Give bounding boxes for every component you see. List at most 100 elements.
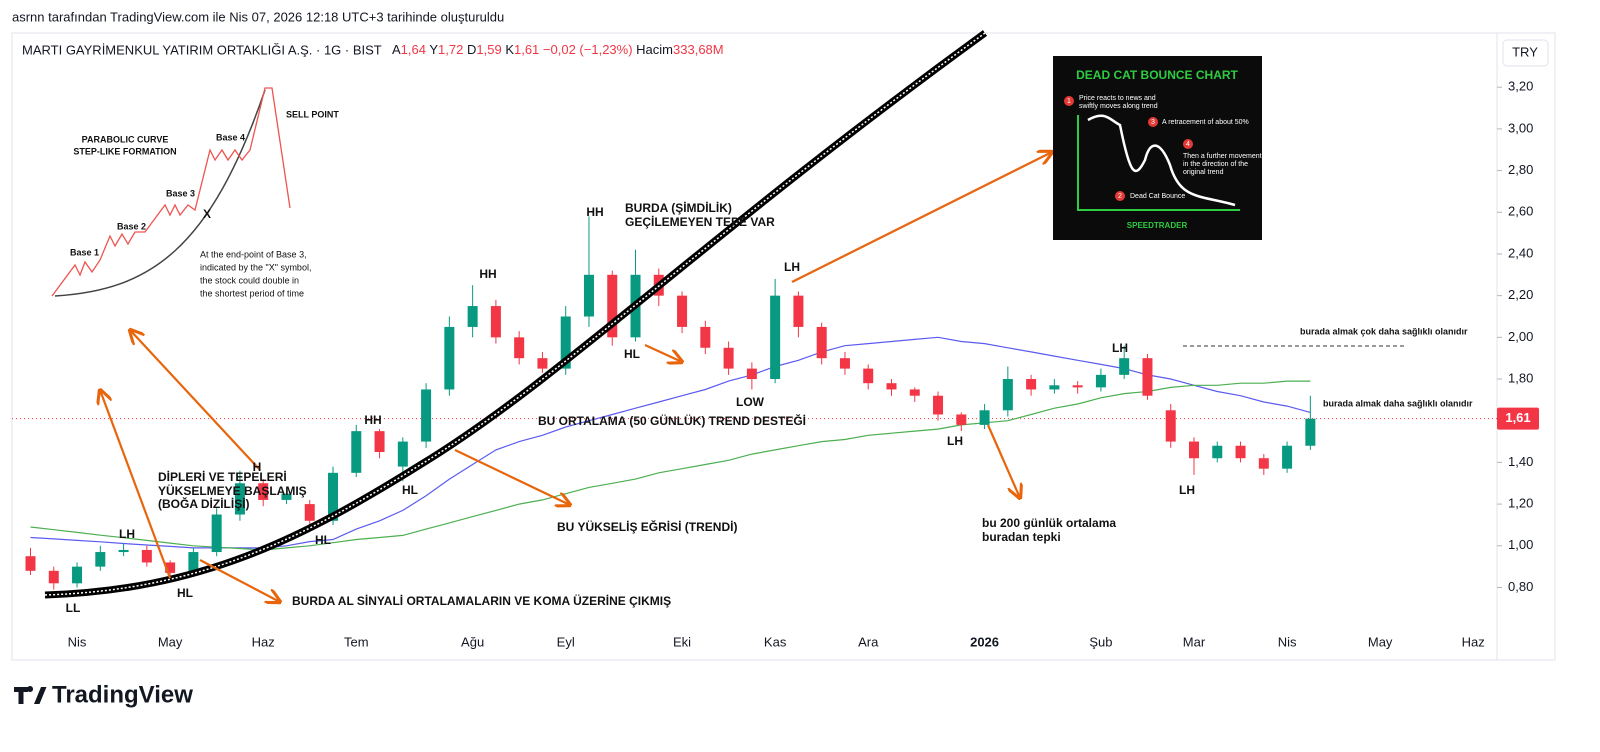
candle-body (863, 368, 874, 384)
quote-value: 1,72 (438, 42, 463, 57)
candle-body (933, 395, 944, 415)
annotation: YÜKSELMEYE BAŞLAMIŞ (158, 483, 307, 498)
candle-body (304, 504, 315, 521)
candle-body (421, 389, 432, 442)
step-number: 4 (1186, 141, 1190, 148)
last-price-label: 1,61 (1505, 410, 1530, 425)
step-number: 2 (1118, 193, 1122, 200)
quote-value: 1,61 (514, 42, 539, 57)
candle-body (956, 414, 967, 425)
currency[interactable]: TRY (1512, 44, 1538, 59)
candle-body (211, 514, 222, 553)
candle-body (48, 570, 59, 584)
inset-title: DEAD CAT BOUNCE CHART (1076, 68, 1238, 82)
candle-body (816, 326, 827, 359)
currency-box[interactable] (1502, 39, 1549, 67)
y-tick-label: 3,00 (1508, 120, 1533, 135)
quote-label: K (505, 42, 514, 57)
candle-body (1095, 374, 1106, 388)
annotation: HL (402, 483, 418, 497)
candle-body (1049, 385, 1060, 390)
quote: A1,64 Y1,72 D1,59 K1,61 −0,02 (−1,23%) H… (392, 42, 724, 57)
candle-body (1212, 445, 1223, 459)
candle-body (467, 306, 478, 327)
inset-note: the shortest period of time (200, 288, 304, 298)
quote-value: 1,64 (401, 42, 426, 57)
candle-body (397, 441, 408, 467)
step-text: in the direction of the (1183, 161, 1248, 168)
candle-body (374, 431, 385, 452)
candle-body (1119, 358, 1130, 375)
annotation: HH (586, 205, 603, 219)
annotation: burada almak çok daha sağlıklı olanıdır (1300, 326, 1468, 336)
annotation: bu 200 günlük ortalama (982, 516, 1116, 530)
inset-title: STEP-LIKE FORMATION (73, 146, 176, 156)
x-tick-label: May (158, 634, 183, 649)
moving-average (30, 380, 1311, 551)
candle-body (1305, 418, 1316, 446)
y-tick-label: 2,80 (1508, 162, 1533, 177)
annotation: LH (1179, 483, 1195, 497)
y-tick-label: 2,00 (1508, 329, 1533, 344)
inset-note: the stock could double in (200, 275, 299, 285)
candle-body (537, 358, 548, 369)
step-text: original trend (1183, 169, 1224, 176)
quote-value: 1,59 (476, 42, 501, 57)
candle-body (1072, 385, 1083, 388)
candle-body (234, 483, 245, 515)
x-tick-label: Ara (858, 634, 879, 649)
candle-body (607, 274, 618, 338)
parabolic-trend-dash (44, 32, 986, 596)
candle-body (1026, 379, 1037, 390)
x-tick-label: Nis (1278, 634, 1297, 649)
candle-body (677, 295, 688, 327)
annotation: BURDA AL SİNYALİ ORTALAMALARIN VE KOMA Ü… (292, 593, 671, 608)
candle-body (490, 306, 501, 338)
x-tick-label: Mar (1183, 634, 1206, 649)
candle-body (165, 562, 176, 573)
x-tick-label: Nis (68, 634, 87, 649)
inset-brand: SPEEDTRADER (1127, 221, 1188, 230)
x-tick-label: Kas (764, 634, 787, 649)
candle-body (328, 472, 339, 521)
candle-body (1189, 441, 1199, 459)
candle-body (886, 383, 897, 390)
base-label: Base 2 (117, 221, 146, 231)
candle-body (979, 410, 990, 425)
candle-body (188, 552, 199, 573)
annotation: BU ORTALAMA (50 GÜNLÜK) TREND DESTEĞİ (538, 413, 806, 428)
step-text: Then a further movement (1183, 153, 1262, 160)
y-tick-label: 2,20 (1508, 287, 1533, 302)
base-label: Base 4 (216, 132, 245, 142)
x-tick-label: Şub (1089, 634, 1112, 649)
candle-body (514, 337, 525, 359)
annotation: HH (364, 413, 381, 427)
inset-title: PARABOLIC CURVE (82, 134, 169, 144)
candle-body (700, 326, 711, 348)
step-text: swiftly moves along trend (1079, 103, 1158, 110)
annotation: LL (66, 601, 81, 615)
candle-body (770, 295, 781, 380)
candle-body (560, 316, 571, 369)
y-tick-label: 3,20 (1508, 79, 1533, 94)
x-tick-label: Ağu (461, 634, 484, 649)
candle-body (1165, 410, 1176, 442)
annotation: GEÇİLEMEYEN TEPE VAR (625, 214, 775, 229)
quote-label: D (467, 42, 476, 57)
parabolic-inset: PARABOLIC CURVE STEP-LIKE FORMATION Base… (48, 72, 346, 304)
candle-body (793, 295, 804, 327)
annotation: HH (479, 267, 496, 281)
base-label: Base 3 (166, 188, 195, 198)
y-tick-label: 1,40 (1508, 454, 1533, 469)
annotation: LH (1112, 341, 1128, 355)
candle-body (141, 549, 152, 563)
arrows (100, 152, 1405, 602)
x-tick-label: May (1368, 634, 1393, 649)
candle-body (95, 552, 106, 567)
step-text: Price reacts to news and (1079, 95, 1156, 102)
y-tick-label: 1,80 (1508, 370, 1533, 385)
candle-body (1235, 445, 1246, 459)
x-tick-label: 2026 (970, 634, 999, 649)
annotation: buradan tepki (982, 530, 1061, 544)
